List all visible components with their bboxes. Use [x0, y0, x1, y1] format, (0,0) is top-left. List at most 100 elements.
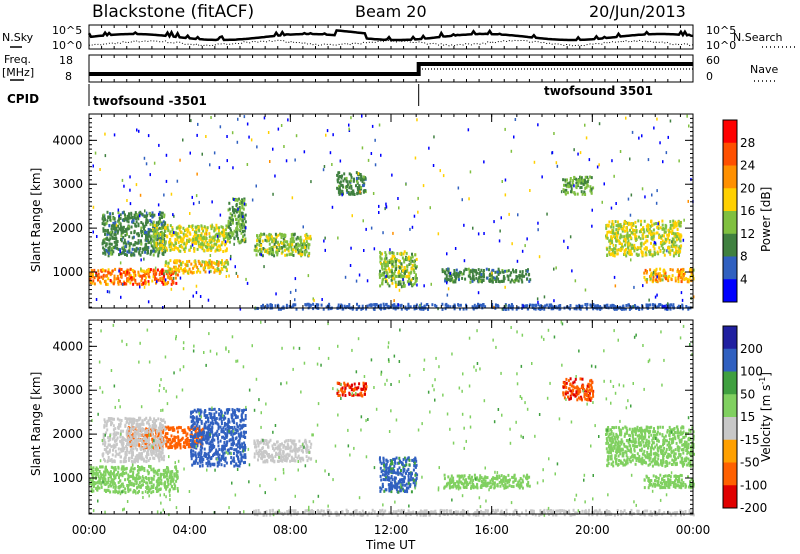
heatmap-cell [120, 225, 123, 229]
heatmap-cell [203, 241, 206, 245]
heatmap-cell [404, 305, 407, 309]
heatmap-cell [224, 228, 227, 232]
heatmap-cell [116, 417, 119, 421]
heatmap-cell [664, 237, 667, 241]
heatmap-cell [275, 250, 278, 254]
heatmap-cell [202, 243, 205, 247]
heatmap-cell [201, 260, 204, 264]
heatmap-cell [610, 248, 613, 252]
heatmap-cell [117, 426, 120, 430]
heatmap-cell [142, 269, 145, 273]
heatmap-cell [104, 244, 107, 248]
y-tick-label: 4000 [52, 133, 83, 147]
heatmap-cell [124, 478, 127, 482]
heatmap-cell [131, 247, 134, 251]
heatmap-cell [234, 198, 237, 202]
heatmap-cell [692, 277, 695, 281]
heatmap-cell [161, 272, 163, 276]
heatmap-cell [165, 426, 168, 430]
heatmap-cell [384, 254, 387, 258]
heatmap-cell [201, 152, 203, 156]
heatmap-cell [132, 271, 135, 275]
heatmap-cell [157, 440, 160, 444]
heatmap-cell [616, 248, 619, 252]
heatmap-cell [183, 441, 185, 445]
heatmap-cell [181, 429, 184, 432]
heatmap-cell [170, 445, 173, 448]
heatmap-cell [645, 280, 648, 284]
heatmap-cell [686, 114, 688, 118]
heatmap-cell [144, 209, 146, 213]
heatmap-cell [290, 236, 293, 240]
heatmap-cell [611, 303, 614, 307]
heatmap-cell [689, 275, 692, 279]
heatmap-cell [679, 246, 682, 250]
heatmap-cell [577, 182, 580, 186]
heatmap-cell [558, 307, 561, 311]
heatmap-cell [184, 440, 187, 444]
heatmap-cell [454, 247, 457, 250]
heatmap-cell [108, 238, 111, 242]
heatmap-cell [210, 260, 213, 264]
heatmap-cell [276, 248, 279, 252]
heatmap-cell [479, 275, 482, 279]
heatmap-cell [241, 238, 244, 242]
heatmap-cell [365, 307, 368, 311]
heatmap-cell [624, 229, 626, 233]
heatmap-cell [151, 213, 154, 217]
heatmap-cell [140, 242, 143, 246]
heatmap-cell [569, 177, 572, 180]
heatmap-cell [677, 280, 680, 284]
heatmap-cell [130, 449, 133, 452]
heatmap-cell [129, 216, 132, 220]
heatmap-cell [459, 303, 462, 307]
heatmap-cell [159, 423, 161, 427]
noise-tick-top-left: 10^5 [52, 24, 82, 37]
heatmap-cell [504, 285, 506, 289]
heatmap-cell [518, 276, 521, 280]
heatmap-cell [658, 246, 661, 250]
heatmap-cell [435, 304, 438, 308]
heatmap-cell [404, 271, 406, 275]
heatmap-cell [166, 270, 169, 274]
heatmap-cell [412, 269, 415, 273]
heatmap-cell [127, 473, 130, 477]
heatmap-cell [383, 276, 386, 279]
heatmap-cell [526, 277, 528, 281]
heatmap-cell [147, 419, 150, 423]
heatmap-cell [137, 435, 140, 439]
heatmap-cell [116, 436, 119, 440]
colorbar-swatch [723, 188, 737, 212]
heatmap-cell [614, 244, 617, 248]
heatmap-cell [664, 230, 667, 234]
heatmap-cell [130, 441, 133, 445]
heatmap-cell [449, 305, 452, 309]
heatmap-cell [331, 163, 333, 166]
heatmap-cell [677, 277, 680, 281]
heatmap-cell [543, 295, 546, 299]
heatmap-cell [115, 433, 118, 437]
heatmap-cell [218, 232, 220, 236]
y-tick-label: 2000 [52, 221, 83, 235]
heatmap-cell [612, 225, 615, 229]
heatmap-cell [573, 184, 575, 188]
heatmap-cell [144, 445, 147, 448]
heatmap-cell [142, 422, 145, 426]
heatmap-cell [678, 224, 681, 228]
heatmap-cell [359, 187, 361, 191]
heatmap-cell [260, 243, 263, 247]
heatmap-cell [244, 220, 247, 224]
heatmap-cell [124, 438, 127, 442]
heatmap-cell [291, 243, 294, 247]
heatmap-cell [105, 242, 108, 246]
heatmap-cell [650, 273, 653, 277]
heatmap-cell [320, 303, 323, 307]
heatmap-cell [392, 264, 395, 268]
heatmap-cell [172, 438, 175, 441]
heatmap-cell [301, 250, 304, 254]
heatmap-cell [156, 238, 159, 242]
heatmap-cell [404, 257, 407, 261]
heatmap-cell [237, 222, 240, 226]
heatmap-cell [228, 207, 231, 211]
heatmap-cell [362, 175, 365, 179]
